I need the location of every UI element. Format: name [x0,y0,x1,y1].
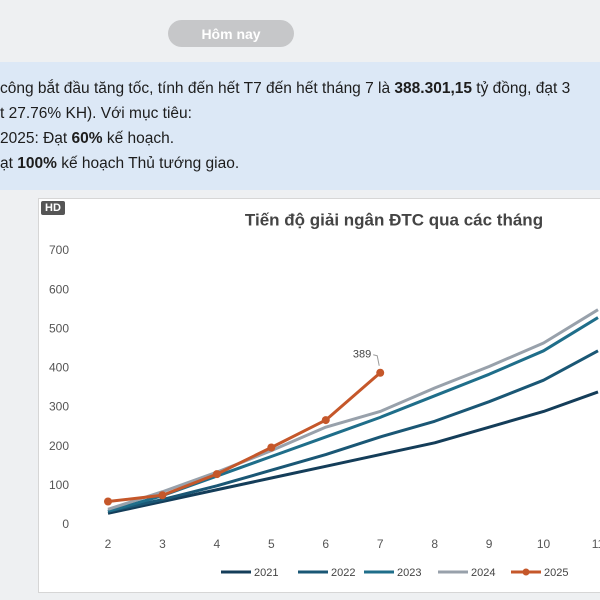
y-tick-label: 400 [49,361,69,375]
chart: Tiến độ giải ngân ĐTC qua các tháng 0 100… [49,210,600,579]
y-tick-label: 0 [62,517,69,531]
series-line [107,371,382,504]
text: kế hoạch Thủ tướng giao. [56,155,240,172]
date-pill: Hôm nay [168,20,294,47]
bold-text: 100% [17,155,57,172]
message-line: ạt 100% kế hoạch Thủ tướng giao. [0,155,239,173]
x-tick-label: 4 [214,537,221,551]
message-line: 2025: Đạt 60% kế hoạch. [0,130,174,148]
x-tick-label: 5 [268,537,275,551]
x-tick-label: 11 [592,537,600,551]
y-tick-label: 100 [49,478,69,492]
series-line [107,308,599,511]
text: 2025: Đạt [0,130,72,147]
text: tỷ đồng, đạt 3 [472,80,571,97]
message-line: công bắt đầu tăng tốc, tính đến hết T7 đ… [0,80,570,98]
x-tick-label: 9 [486,537,493,551]
series-line [107,390,599,515]
legend-marker [522,568,530,576]
x-tick-label: 3 [159,537,166,551]
legend-label: 2021 [254,567,278,579]
x-tick-label: 2 [105,537,112,551]
text: kế hoạch. [102,130,175,147]
y-tick-label: 300 [49,400,69,414]
bold-text: 60% [71,130,103,147]
x-tick-label: 8 [431,537,438,551]
annotation: 389 [353,349,371,361]
point [267,443,276,452]
legend-label: 2025 [544,567,568,579]
legend-label: 2023 [397,567,421,579]
y-tick-label: 700 [49,243,69,257]
y-tick-label: 200 [49,439,69,453]
point [321,416,330,425]
point [104,497,112,506]
y-tick-label: 600 [49,282,69,296]
text: ạt [0,155,18,172]
bold-text: 388.301,15 [394,80,472,97]
text: công bắt đầu tăng tốc, tính đến hết T7 đ… [0,80,395,97]
point [158,491,167,500]
point [212,470,221,479]
y-tick-label: 500 [49,321,69,335]
x-tick-label: 6 [322,537,329,551]
chart-image: Tiến độ giải ngân ĐTC qua các tháng 0 100… [38,198,600,593]
series-line [107,349,599,513]
hd-badge: HD [41,201,65,215]
legend-label: 2022 [331,567,355,579]
x-tick-label: 7 [377,537,384,551]
point [376,368,385,377]
text: t 27.76% KH). Với mục tiêu: [0,105,192,122]
chart-title: Tiến độ giải ngân ĐTC qua các tháng [245,210,543,229]
series-line [107,316,599,513]
x-tick-label: 10 [537,537,551,551]
leader-line [373,354,380,366]
legend-label: 2024 [471,567,495,579]
message-bubble: công bắt đầu tăng tốc, tính đến hết T7 đ… [0,62,600,190]
message-line: t 27.76% KH). Với mục tiêu: [0,105,192,123]
